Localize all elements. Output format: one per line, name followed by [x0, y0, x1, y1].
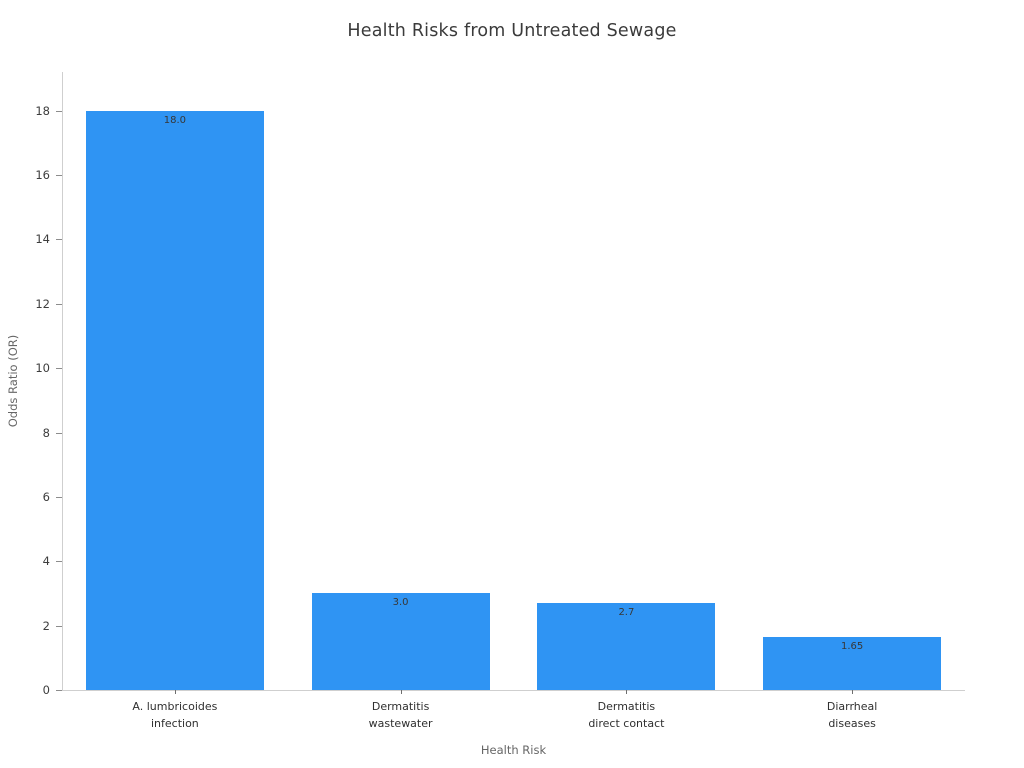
bar-3: 1.65: [763, 636, 942, 690]
x-tick-label: A. lumbricoides infection: [132, 700, 218, 730]
y-tick-label: 2: [42, 618, 50, 633]
plot-area: 0 2 4 6 8 10 12 14 16 18 18.0 3.0 2.7 1.65 A. lumbri…: [35, 72, 965, 730]
chart-title: Health Risks from Untreated Sewage: [347, 21, 677, 41]
y-tick-label: 6: [42, 489, 50, 504]
bar-1: 3.0: [311, 593, 490, 690]
x-tick-mark: [626, 690, 628, 694]
bar-value-label: 18.0: [163, 114, 187, 126]
bar-value-label: 2.7: [618, 607, 635, 619]
y-tick-mark: [56, 175, 62, 176]
y-tick-label: 16: [35, 168, 50, 182]
y-axis-label: Odds Ratio (OR): [6, 334, 20, 428]
y-tick-mark: [56, 368, 62, 370]
y-tick-label: 8: [42, 425, 50, 440]
y-tick-label: 10: [35, 361, 50, 376]
y-tick-label: 18: [35, 103, 50, 118]
y-tick-mark: [56, 561, 62, 563]
x-axis-label: Health Risk: [480, 743, 547, 757]
y-tick-mark: [56, 110, 62, 112]
y-tick-mark: [56, 303, 62, 305]
x-axis-line: [62, 690, 965, 691]
x-tick-label: Dermatitis direct contact: [588, 700, 665, 730]
y-tick-mark: [56, 239, 62, 241]
bar-value-label: 3.0: [392, 597, 409, 609]
y-tick-mark: [56, 625, 62, 627]
y-tick-label: 12: [35, 296, 50, 311]
x-tick-label: Dermatitis wastewater: [368, 700, 433, 730]
y-tick-mark: [56, 496, 62, 498]
bar-2: 2.7: [537, 603, 716, 690]
y-tick-label: 4: [42, 554, 50, 569]
x-tick-label: Diarrheal diseases: [826, 700, 878, 730]
bar-value-label: 1.65: [840, 640, 864, 652]
y-tick-mark: [56, 432, 62, 434]
bar-0: 18.0: [85, 110, 264, 690]
x-tick-mark: [174, 690, 176, 694]
x-tick-mark: [400, 690, 402, 694]
y-tick-mark: [56, 690, 62, 691]
y-tick-label: 0: [42, 683, 50, 697]
x-tick-mark: [852, 690, 854, 694]
y-tick-label: 14: [35, 232, 50, 247]
y-axis-line: [62, 72, 63, 690]
